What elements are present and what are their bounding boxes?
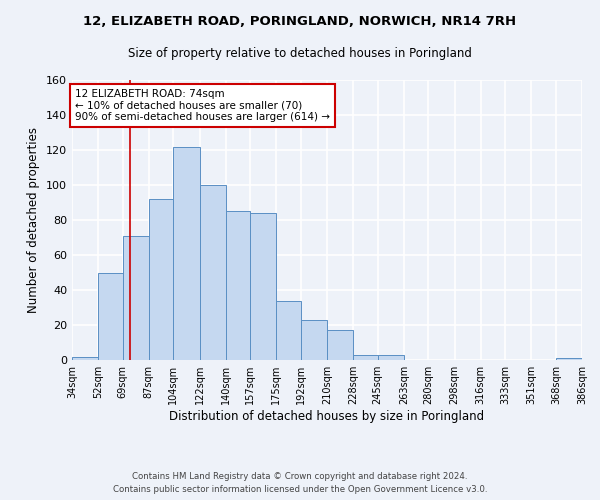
Bar — [72, 356, 98, 360]
Text: Contains HM Land Registry data © Crown copyright and database right 2024.: Contains HM Land Registry data © Crown c… — [132, 472, 468, 481]
Bar — [226, 211, 250, 360]
Y-axis label: Number of detached properties: Number of detached properties — [28, 127, 40, 313]
Bar — [98, 272, 123, 360]
Text: Size of property relative to detached houses in Poringland: Size of property relative to detached ho… — [128, 48, 472, 60]
Bar — [123, 236, 149, 360]
Bar — [276, 300, 301, 360]
Bar — [301, 320, 327, 360]
Text: 12 ELIZABETH ROAD: 74sqm
← 10% of detached houses are smaller (70)
90% of semi-d: 12 ELIZABETH ROAD: 74sqm ← 10% of detach… — [75, 89, 330, 122]
Text: Contains public sector information licensed under the Open Government Licence v3: Contains public sector information licen… — [113, 485, 487, 494]
Bar — [173, 146, 200, 360]
Bar — [200, 185, 226, 360]
Bar — [327, 330, 353, 360]
Bar — [378, 355, 404, 360]
X-axis label: Distribution of detached houses by size in Poringland: Distribution of detached houses by size … — [169, 410, 485, 423]
Bar — [149, 199, 173, 360]
Text: 12, ELIZABETH ROAD, PORINGLAND, NORWICH, NR14 7RH: 12, ELIZABETH ROAD, PORINGLAND, NORWICH,… — [83, 15, 517, 28]
Bar — [353, 355, 378, 360]
Bar — [250, 213, 276, 360]
Bar — [556, 358, 582, 360]
